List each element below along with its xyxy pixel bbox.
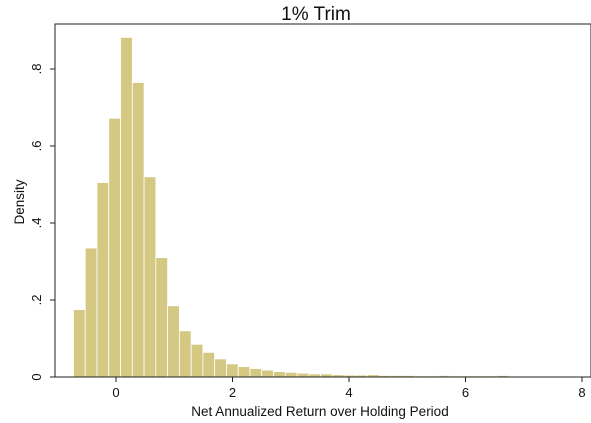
- x-axis-title: Net Annualized Return over Holding Perio…: [191, 404, 448, 419]
- histogram-bar: [96, 182, 110, 378]
- histogram-bar: [202, 351, 216, 378]
- histogram-bar: [296, 372, 310, 378]
- histogram-bar: [155, 257, 169, 378]
- histogram-bar: [84, 247, 98, 378]
- histogram-bar: [73, 309, 86, 378]
- histogram-bar: [261, 369, 274, 378]
- histogram-bar: [108, 117, 121, 378]
- histogram-bar: [167, 305, 180, 378]
- x-tick-label: 8: [578, 385, 585, 400]
- x-tick-label: 6: [462, 385, 469, 400]
- histogram-bar: [120, 37, 133, 378]
- y-tick-label: 0: [29, 373, 44, 380]
- histogram-bar: [131, 82, 145, 378]
- histogram-bar: [214, 358, 227, 378]
- y-axis-ticks: 0 .2 .4 .6 .8: [29, 64, 55, 381]
- histogram-bar: [249, 368, 263, 378]
- histogram-bar: [178, 330, 192, 378]
- y-tick-label: .2: [29, 295, 44, 306]
- x-tick-label: 0: [112, 385, 119, 400]
- y-tick-label: .6: [29, 141, 44, 152]
- y-tick-label: .4: [29, 218, 44, 229]
- x-tick-label: 2: [229, 385, 236, 400]
- y-axis-title: Density: [12, 179, 27, 224]
- x-tick-label: 4: [345, 385, 352, 400]
- chart-title: 1% Trim: [281, 4, 351, 25]
- y-tick-label: .8: [29, 64, 44, 75]
- histogram-bar: [284, 371, 298, 378]
- histogram-bar: [226, 363, 239, 378]
- histogram-bar: [273, 371, 286, 378]
- histogram-bar: [190, 343, 204, 378]
- histogram-bar: [143, 176, 157, 378]
- x-axis-ticks: 0 2 4 6 8: [112, 377, 586, 400]
- histogram-bar: [237, 366, 251, 378]
